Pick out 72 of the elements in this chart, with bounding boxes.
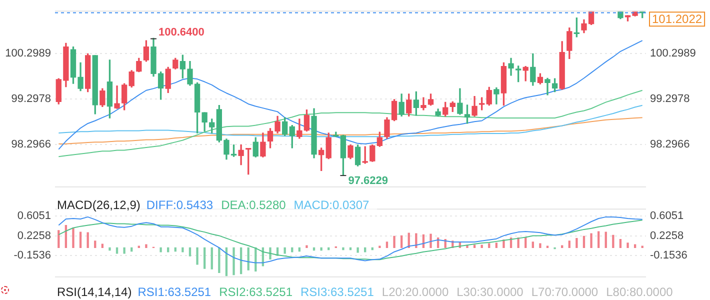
- bar: [393, 236, 396, 248]
- bar: [123, 247, 126, 254]
- bar: [160, 247, 162, 252]
- bar: [145, 244, 148, 248]
- series-label: DEA:0.5280: [221, 198, 286, 212]
- bar: [284, 247, 286, 254]
- bar: [539, 243, 542, 248]
- text: L80:80.0000: [606, 285, 673, 299]
- bar: [58, 230, 60, 248]
- bar: [269, 247, 272, 260]
- y-tick-label: 100.2989: [5, 48, 51, 60]
- bar: [108, 247, 111, 251]
- series-label: DIFF:0.5433: [146, 198, 214, 212]
- bar: [604, 232, 607, 248]
- bar: [342, 247, 344, 250]
- bar: [72, 228, 74, 248]
- bar: [568, 240, 570, 248]
- bar: [320, 247, 322, 251]
- bar: [612, 234, 614, 248]
- bar: [188, 247, 192, 256]
- bar: [94, 240, 96, 248]
- bar: [210, 247, 213, 270]
- y2-tick-label: 98.2966: [650, 138, 690, 151]
- annotation: 97.6229: [348, 175, 388, 188]
- bar: [626, 242, 629, 248]
- text: RSI2:63.5251: [219, 285, 292, 299]
- text: RSI3:63.5251: [300, 285, 374, 299]
- bar: [430, 234, 432, 248]
- text: MACD:0.0307: [294, 198, 370, 212]
- candlestick: [544, 78, 550, 96]
- y2-tick-label: 100.2989: [650, 48, 696, 60]
- bar: [634, 244, 636, 248]
- bar: [196, 247, 198, 265]
- bar: [203, 247, 206, 269]
- bar: [532, 242, 534, 248]
- bar: [597, 231, 600, 248]
- bar: [79, 232, 82, 248]
- bar: [495, 242, 498, 248]
- bar: [488, 243, 490, 248]
- bar: [356, 247, 359, 253]
- bar: [524, 237, 527, 248]
- bar: [182, 247, 184, 252]
- bar: [619, 239, 622, 248]
- y2-tick-label: 0.2258: [650, 230, 684, 242]
- bar: [232, 247, 235, 276]
- bar: [101, 244, 104, 248]
- bar: [576, 238, 578, 248]
- y-tick-label: 0.2258: [17, 230, 51, 242]
- text: RSI(14,14,14): [57, 285, 132, 299]
- legend-title: MACD(26,12,9): [57, 198, 140, 212]
- y2-tick-label: 0.6051: [650, 210, 684, 222]
- text: L70:70.0000: [531, 285, 598, 299]
- bar: [517, 237, 520, 248]
- bar: [116, 247, 118, 254]
- bar: [400, 235, 403, 248]
- annotation: 100.6400: [158, 26, 204, 38]
- bar: [386, 242, 388, 248]
- text: L30:30.0000: [456, 285, 524, 299]
- y2-tick-label: -0.1536: [650, 250, 688, 262]
- y-tick-label: 99.2978: [11, 93, 51, 106]
- text: L20:20.0000: [382, 285, 449, 299]
- bar: [378, 246, 381, 248]
- bar: [582, 236, 586, 248]
- bar: [590, 233, 592, 248]
- y-tick-label: 0.6051: [17, 210, 51, 222]
- bar: [306, 245, 308, 248]
- bar: [86, 232, 89, 248]
- y2-tick-label: 99.2978: [650, 93, 690, 106]
- y-tick-label: 98.2966: [11, 138, 51, 151]
- ref-line-label: 101.2022: [652, 12, 702, 26]
- y-tick-label: -0.1536: [14, 250, 51, 262]
- text: RSI1:63.5251: [138, 285, 212, 299]
